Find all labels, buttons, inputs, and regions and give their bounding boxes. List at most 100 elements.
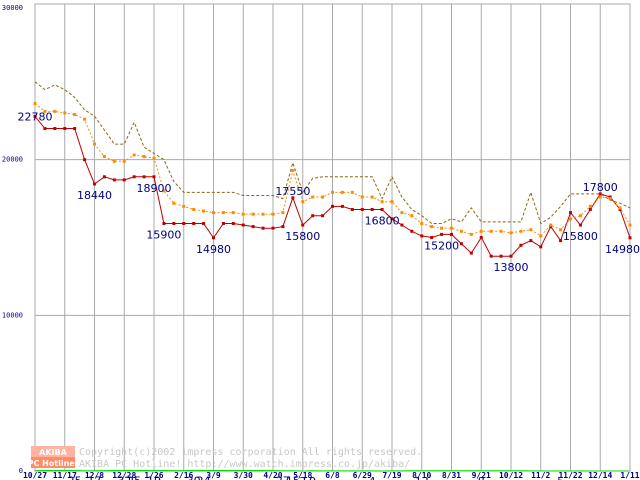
data-point-price_low	[459, 242, 463, 246]
x-tick-label: 10/27	[23, 471, 47, 480]
data-point-price_low	[251, 225, 255, 229]
data-point-price_avg	[529, 228, 533, 232]
data-point-price_avg	[73, 113, 77, 117]
x-tick-label: 6/8	[325, 471, 340, 480]
data-point-price_avg	[350, 190, 354, 194]
data-point-price_low	[519, 243, 523, 247]
data-point-price_low	[241, 223, 245, 227]
x-tick-label: 8/10	[412, 471, 431, 480]
data-point-price_avg	[162, 189, 166, 193]
data-point-price_avg	[221, 211, 225, 215]
count-data-label: 5	[557, 475, 564, 480]
data-point-price_avg	[519, 229, 523, 233]
data-point-price_avg	[112, 159, 116, 163]
price-data-label: 18440	[77, 189, 112, 202]
data-point-price_avg	[559, 228, 563, 232]
y-tick-label: 20000	[2, 156, 23, 164]
data-point-price_avg	[291, 169, 295, 173]
data-point-price_avg	[142, 155, 146, 159]
data-point-price_low	[231, 221, 235, 225]
x-tick-label: 11/17	[53, 471, 77, 480]
x-tick-label: 6/29	[353, 471, 372, 480]
data-point-price_avg	[459, 229, 463, 233]
data-point-price_avg	[400, 211, 404, 215]
data-point-price_low	[549, 225, 553, 229]
data-point-price_avg	[33, 102, 37, 106]
data-point-price_avg	[469, 232, 473, 236]
data-point-price_avg	[93, 142, 96, 146]
count-data-label: 27	[276, 475, 290, 480]
data-point-price_low	[390, 217, 394, 221]
y-tick-label: 10000	[2, 311, 23, 319]
y-tick-label: 0	[19, 467, 23, 475]
data-point-price_avg	[251, 212, 255, 216]
data-point-price_low	[271, 226, 275, 230]
watermark-copyright: Copyright(c)2002 impress corporation All…	[79, 447, 422, 458]
series-line-price_high	[34, 81, 631, 225]
data-point-price_avg	[430, 225, 434, 229]
x-tick-label: 1/26	[144, 471, 163, 480]
data-point-price_avg	[271, 212, 275, 216]
x-tick-label: 8/31	[442, 471, 461, 480]
data-point-price_avg	[370, 195, 374, 199]
data-point-price_low	[539, 245, 543, 249]
data-point-price_avg	[192, 207, 196, 211]
count-data-label: 9	[309, 475, 316, 480]
x-tick-label: 4/20	[263, 471, 282, 480]
x-tick-label: 3/30	[234, 471, 253, 480]
data-point-price_low	[440, 232, 444, 236]
data-point-price_low	[221, 221, 225, 225]
price-data-label: 13800	[494, 261, 529, 274]
price-data-label: 17550	[275, 185, 310, 198]
count-data-label: 17	[88, 475, 102, 480]
data-point-price_avg	[311, 195, 315, 199]
x-tick-label: 7/19	[382, 471, 401, 480]
data-point-price_avg	[172, 201, 176, 205]
data-point-price_avg	[608, 197, 612, 201]
data-point-price_low	[340, 204, 344, 208]
data-point-price_avg	[588, 204, 592, 208]
data-point-price_avg	[63, 111, 67, 115]
data-point-price_low	[192, 221, 196, 225]
count-data-label: 30	[187, 474, 201, 480]
data-point-price_low	[608, 195, 612, 199]
data-point-price_avg	[202, 209, 206, 213]
data-point-price_low	[301, 223, 305, 227]
data-point-price_avg	[410, 214, 414, 218]
data-point-price_low	[261, 226, 265, 230]
data-point-price_avg	[83, 117, 87, 121]
data-point-price_avg	[360, 195, 364, 199]
data-point-price_avg	[281, 211, 285, 215]
data-point-price_low	[132, 175, 136, 179]
x-tick-label: 1/11	[620, 471, 639, 480]
x-tick-label: 12/14	[588, 471, 612, 480]
price-data-label: 22780	[18, 110, 53, 123]
x-tick-label: 12/28	[112, 471, 136, 480]
data-point-price_low	[420, 234, 424, 238]
count-data-label: 32	[117, 474, 131, 480]
data-point-price_low	[598, 192, 602, 196]
data-point-price_low	[618, 207, 622, 211]
data-point-price_low	[350, 207, 354, 211]
data-point-price_avg	[331, 190, 334, 194]
count-data-label: 25	[68, 475, 82, 480]
x-tick-label: 5/18	[293, 471, 312, 480]
data-point-price_avg	[489, 229, 493, 233]
data-point-price_avg	[569, 217, 572, 221]
data-point-price_low	[400, 223, 404, 227]
price-data-label: 16800	[365, 214, 400, 227]
price-data-label: 17800	[583, 181, 618, 194]
data-point-price_low	[291, 196, 295, 200]
data-point-price_low	[162, 221, 166, 225]
series-line-shop_count	[34, 469, 630, 472]
data-point-price_avg	[539, 234, 543, 238]
logo-box-lower	[31, 457, 75, 468]
count-data-label: 13	[415, 475, 429, 480]
logo-text-top: AKIBA	[39, 448, 67, 457]
data-point-price_avg	[440, 226, 444, 230]
data-point-price_low	[142, 175, 146, 179]
data-point-price_avg	[122, 159, 126, 163]
price-data-label: 15900	[146, 228, 181, 241]
data-point-price_avg	[261, 212, 265, 216]
data-point-price_avg	[390, 200, 394, 204]
